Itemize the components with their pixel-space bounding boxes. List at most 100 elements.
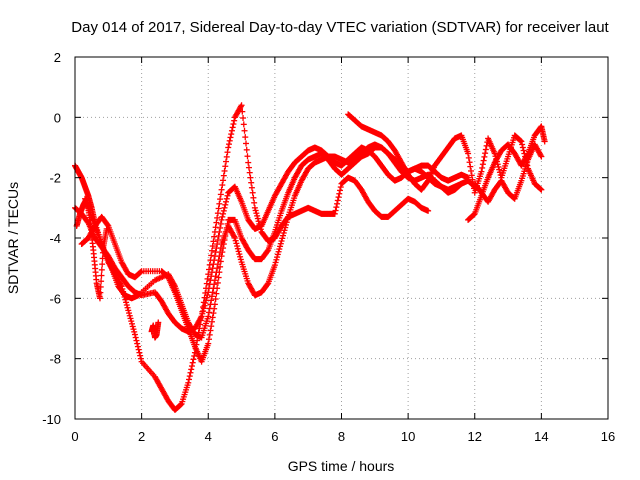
data-point [155, 319, 162, 326]
data-point [248, 179, 255, 186]
data-point [336, 190, 343, 197]
data-point [204, 275, 211, 282]
data-point [212, 224, 219, 231]
data-point [334, 200, 341, 207]
data-point [205, 309, 212, 316]
data-point [126, 312, 133, 319]
data-point [188, 366, 195, 373]
data-point [251, 204, 258, 211]
data-point [205, 313, 212, 320]
ticks-layer: 0 2 4 6 8 10 12 14 16 -10 -8 -6 -4 -2 0 2 [42, 50, 615, 444]
data-point [231, 233, 238, 240]
y-tick-label: -6 [49, 291, 61, 306]
y-tick-label: -2 [49, 171, 61, 186]
data-point [98, 278, 105, 285]
data-point [220, 172, 227, 179]
data-point [217, 249, 224, 256]
data-point [212, 273, 219, 280]
data-point [214, 210, 221, 217]
data-point [97, 283, 104, 290]
data-point [278, 238, 285, 245]
data-point [245, 159, 252, 166]
data-point [481, 153, 488, 160]
data-point [238, 102, 245, 109]
y-tick-label: -8 [49, 352, 61, 367]
data-point [127, 315, 134, 322]
points-layer [72, 102, 548, 413]
data-point [479, 161, 486, 168]
y-tick-label: 0 [54, 110, 61, 125]
data-point [273, 256, 280, 263]
y-tick-label: -4 [49, 231, 61, 246]
data-point [124, 304, 131, 311]
data-point [208, 293, 215, 300]
data-point [203, 297, 210, 304]
data-point [541, 138, 548, 145]
data-point [216, 253, 223, 260]
data-point [206, 331, 213, 338]
data-point [240, 115, 247, 122]
data-point [519, 141, 526, 148]
data-point [215, 274, 222, 281]
data-point [185, 379, 192, 386]
data-point [210, 310, 217, 317]
data-point [239, 108, 246, 115]
data-point [202, 300, 209, 307]
data-point [517, 137, 524, 144]
data-point [496, 169, 503, 176]
data-point [209, 289, 216, 296]
data-point [177, 401, 184, 408]
data-point [123, 302, 130, 309]
data-point [200, 305, 207, 312]
data-point [425, 207, 432, 214]
data-point [208, 318, 215, 325]
data-point [276, 246, 283, 253]
data-point [469, 176, 476, 183]
data-point [125, 307, 132, 314]
data-point [218, 186, 225, 193]
x-tick-label: 6 [271, 429, 278, 444]
data-point [491, 150, 498, 157]
data-point [335, 194, 342, 201]
data-point [246, 169, 253, 176]
x-tick-label: 16 [601, 429, 615, 444]
x-tick-label: 12 [468, 429, 482, 444]
data-point [253, 210, 260, 217]
data-point [236, 251, 243, 258]
data-point [537, 152, 544, 159]
data-point [234, 243, 241, 250]
data-point [137, 268, 144, 275]
data-point [468, 167, 475, 174]
data-point [205, 336, 212, 343]
data-point [187, 369, 194, 376]
data-point [282, 224, 289, 231]
data-point [279, 235, 286, 242]
data-point [217, 191, 224, 198]
data-point [520, 147, 527, 154]
data-point [210, 285, 217, 292]
data-point [237, 256, 244, 263]
data-point [227, 134, 234, 141]
data-point [220, 177, 227, 184]
x-tick-label: 8 [338, 429, 345, 444]
data-point [191, 352, 198, 359]
data-point [277, 243, 284, 250]
data-point [199, 310, 206, 317]
x-tick-label: 14 [534, 429, 548, 444]
data-point [206, 305, 213, 312]
data-point [126, 310, 133, 317]
series-track-7 [471, 141, 545, 205]
data-point [275, 248, 282, 255]
data-point [128, 318, 135, 325]
series-track-6 [465, 123, 548, 223]
data-point [237, 253, 244, 260]
data-point [207, 327, 214, 334]
data-point [131, 331, 138, 338]
data-point [241, 127, 248, 134]
data-point [206, 261, 213, 268]
data-point [479, 164, 486, 171]
data-point [171, 281, 178, 288]
data-point [214, 214, 221, 221]
data-point [252, 207, 259, 214]
